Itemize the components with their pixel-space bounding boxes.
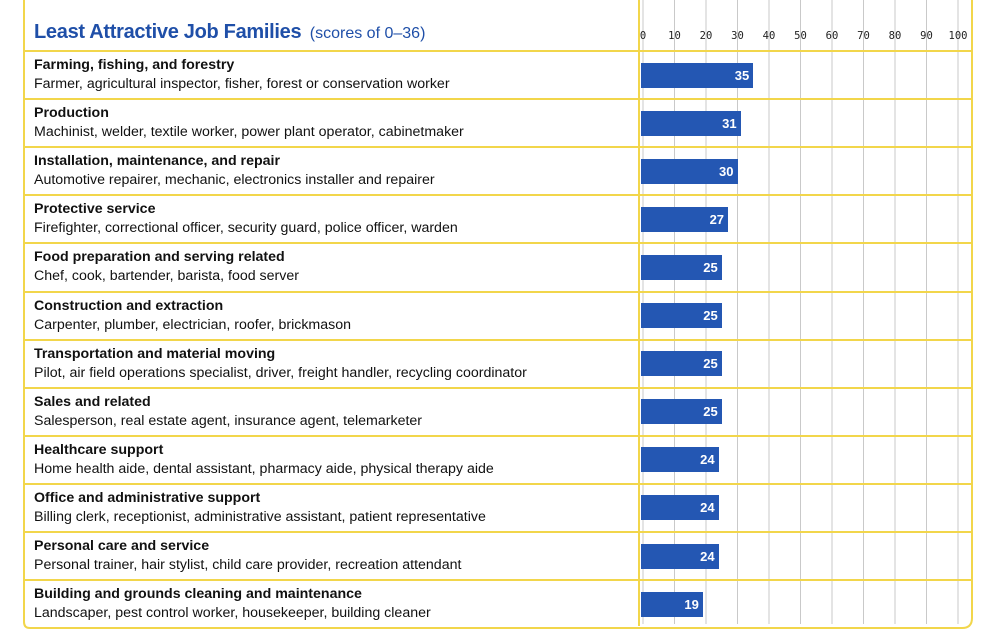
x-tick-label: 90 xyxy=(920,30,933,42)
category-examples: Machinist, welder, textile worker, power… xyxy=(34,124,464,141)
bar: 35 xyxy=(641,62,754,88)
x-tick-label: 60 xyxy=(825,30,839,42)
category-examples: Salesperson, real estate agent, insuranc… xyxy=(34,412,423,429)
category-name: Building and grounds cleaning and mainte… xyxy=(34,586,362,603)
bar: 24 xyxy=(641,543,719,569)
x-tick-label: 50 xyxy=(794,30,807,42)
bar-value-label: 25 xyxy=(703,356,718,372)
category-row: Protective service Firefighter, correctio… xyxy=(34,200,624,238)
category-row: Installation, maintenance, and repair Aut… xyxy=(34,152,624,190)
category-examples: Billing clerk, receptionist, administrat… xyxy=(34,508,486,525)
x-tick-label: 20 xyxy=(699,30,713,42)
bar-value-label: 19 xyxy=(684,596,699,612)
category-row: Healthcare support Home health aide, dent… xyxy=(34,441,624,479)
category-name: Personal care and service xyxy=(34,538,210,554)
category-name: Production xyxy=(34,105,109,122)
category-name: Farming, fishing, and forestry xyxy=(34,57,235,73)
bar: 24 xyxy=(641,495,719,521)
category-examples: Carpenter, plumber, electrician, roofer,… xyxy=(34,316,351,333)
bar-value-label: 24 xyxy=(700,548,715,564)
category-examples: Chef, cook, bartender, barista, food ser… xyxy=(34,268,299,285)
bar-value-label: 27 xyxy=(709,211,725,227)
category-examples: Farmer, agricultural inspector, fisher, … xyxy=(34,76,450,92)
bar: 19 xyxy=(641,591,703,617)
x-tick-label: 10 xyxy=(668,30,681,42)
bar: 25 xyxy=(641,303,722,328)
x-tick-label: 0 xyxy=(639,30,647,42)
x-tick-label: 40 xyxy=(762,30,776,42)
x-tick-label: 80 xyxy=(888,30,902,42)
bar: 30 xyxy=(641,158,738,184)
category-name: Healthcare support xyxy=(34,441,164,458)
category-row: Office and administrative support Billing… xyxy=(34,489,624,527)
category-examples: Firefighter, correctional officer, secur… xyxy=(34,220,458,237)
category-examples: Pilot, air field operations specialist, … xyxy=(34,364,527,381)
panel-left-border xyxy=(23,0,31,629)
x-tick-label: 70 xyxy=(857,30,870,42)
category-name: Transportation and material moving xyxy=(34,345,276,362)
x-tick-label: 100 xyxy=(948,30,968,42)
bar-value-label: 30 xyxy=(719,163,734,179)
category-examples: Home health aide, dental assistant, phar… xyxy=(34,460,494,477)
category-row: Sales and related Salesperson, real estat… xyxy=(34,393,624,431)
category-row: Production Machinist, welder, textile wor… xyxy=(34,104,624,142)
category-name: Food preparation and serving related xyxy=(34,249,285,266)
bar-value-label: 25 xyxy=(703,308,718,323)
category-name: Protective service xyxy=(34,201,156,218)
category-name: Installation, maintenance, and repair xyxy=(34,153,280,170)
bar-value-label: 25 xyxy=(703,404,718,420)
category-row: Construction and extraction Carpenter, pl… xyxy=(34,297,624,335)
chart-title: Least Attractive Job Families xyxy=(34,21,302,43)
category-row: Personal care and service Personal traine… xyxy=(34,537,624,575)
bar-value-label: 24 xyxy=(700,452,715,468)
bar-value-label: 31 xyxy=(722,115,737,131)
bar: 25 xyxy=(641,254,722,280)
category-name: Construction and extraction xyxy=(34,297,224,314)
category-examples: Landscaper, pest control worker, houseke… xyxy=(34,605,431,622)
x-tick-label: 30 xyxy=(731,30,744,42)
bar-value-label: 25 xyxy=(703,259,718,275)
bar: 27 xyxy=(641,206,729,232)
panel-bottom-border xyxy=(30,0,973,629)
category-name: Sales and related xyxy=(34,393,151,410)
category-examples: Automotive repairer, mechanic, electroni… xyxy=(34,172,435,189)
chart-subtitle: (scores of 0–36) xyxy=(309,25,426,42)
category-row: Food preparation and serving related Chef… xyxy=(34,248,624,286)
category-row: Farming, fishing, and forestry Farmer, ag… xyxy=(34,56,624,94)
bar-value-label: 35 xyxy=(734,67,750,83)
category-examples: Personal trainer, hair stylist, child ca… xyxy=(34,557,462,573)
category-row: Transportation and material moving Pilot,… xyxy=(34,345,624,383)
category-name: Office and administrative support xyxy=(34,489,261,506)
bar: 25 xyxy=(641,351,722,377)
bar-value-label: 24 xyxy=(700,500,715,516)
category-row: Building and grounds cleaning and mainte… xyxy=(34,585,624,623)
bar: 31 xyxy=(641,110,741,136)
chart-title-block: Least Attractive Job Families (scores of… xyxy=(34,14,425,50)
bar: 24 xyxy=(641,447,719,473)
bar: 25 xyxy=(641,399,722,425)
